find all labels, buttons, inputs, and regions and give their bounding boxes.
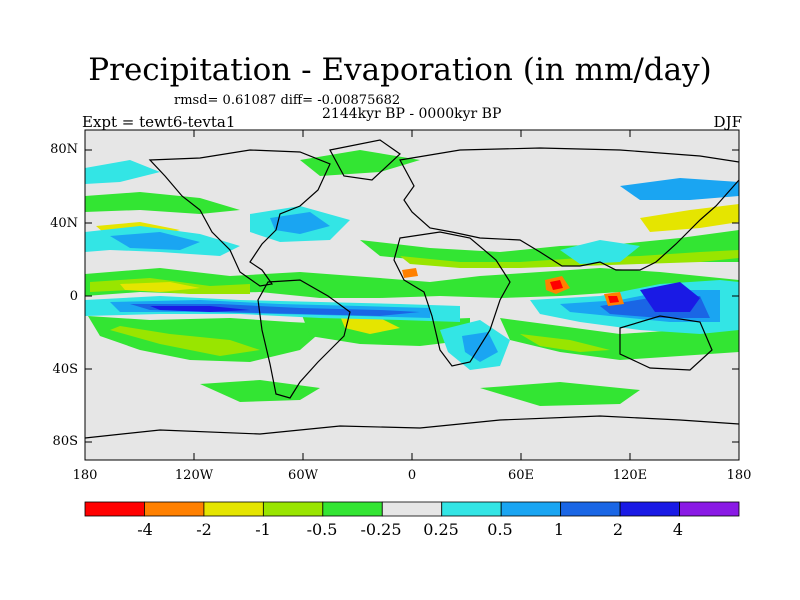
- field-region: [640, 282, 700, 312]
- colorbar-box: [500, 501, 562, 517]
- field-region: [200, 380, 320, 402]
- colorbar-label: 0.25: [423, 520, 459, 539]
- colorbar-label: 4: [672, 520, 684, 539]
- colorbar-label: -1: [255, 520, 271, 539]
- field-region: [270, 212, 330, 234]
- axis-ticks: [84, 130, 740, 460]
- coastline-south-america: [257, 279, 351, 399]
- colorbar-box: [560, 501, 621, 517]
- coastline-greenland: [329, 139, 401, 181]
- lon-tick-label: 0: [407, 468, 417, 483]
- lon-tick-label: 120W: [174, 468, 214, 483]
- colorbar-box: [84, 501, 145, 517]
- field-region: [85, 192, 240, 214]
- rmsd-diff-stats: rmsd= 0.61087 diff= -0.00875682: [174, 93, 401, 108]
- lat-tick-label: 0: [69, 289, 78, 304]
- lon-tick-label: 180: [726, 468, 752, 483]
- coastline-north-america: [148, 149, 331, 287]
- colorbar-box: [619, 501, 680, 517]
- lon-tick-label: 60E: [507, 468, 535, 483]
- field-region: [550, 280, 563, 290]
- field-shading: [85, 130, 739, 460]
- colorbar-label: -0.25: [360, 520, 402, 539]
- chart-title: Precipitation - Evaporation (in mm/day): [88, 52, 712, 88]
- experiment-label: Expt = tewt6-tevta1: [82, 113, 236, 131]
- field-region: [300, 150, 420, 176]
- colorbar-label: 0.5: [487, 520, 513, 539]
- field-region: [520, 334, 610, 352]
- coastline-africa: [393, 231, 511, 367]
- colorbar-box: [322, 501, 383, 517]
- colorbar-label: 2: [612, 520, 624, 539]
- colorbar-label: 1: [553, 520, 565, 539]
- field-region: [608, 296, 619, 303]
- colorbar-box: [679, 501, 740, 517]
- lat-tick-label: 40S: [52, 362, 78, 377]
- coastline-australia: [619, 315, 713, 371]
- field-region: [340, 316, 400, 334]
- field-region: [480, 382, 640, 406]
- lat-tick-label: 80S: [52, 434, 78, 449]
- colorbar-box: [441, 501, 502, 517]
- field-region: [85, 160, 160, 184]
- colorbar-label: -0.5: [306, 520, 338, 539]
- field-region: [620, 178, 739, 200]
- coastlines: [85, 139, 739, 439]
- colorbar-box: [203, 501, 264, 517]
- colorbar: [84, 501, 740, 517]
- colorbar-box: [381, 501, 443, 517]
- lon-tick-label: 60W: [288, 468, 318, 483]
- colorbar-box: [144, 501, 205, 517]
- coastline-eurasia: [399, 147, 739, 271]
- field-region: [110, 326, 260, 356]
- field-region: [120, 282, 200, 292]
- period-label: 2144kyr BP - 0000kyr BP: [322, 106, 502, 122]
- lon-tick-label: 120E: [612, 468, 648, 483]
- lat-tick-label: 80N: [50, 142, 78, 157]
- field-region: [150, 306, 250, 312]
- coastline-antarctica: [85, 415, 739, 439]
- lat-tick-label: 40N: [50, 216, 78, 231]
- field-region: [402, 268, 418, 278]
- lon-tick-label: 180: [72, 468, 98, 483]
- field-region: [560, 240, 640, 264]
- colorbar-label: -2: [196, 520, 212, 539]
- season-label: DJF: [713, 113, 742, 131]
- field-region: [640, 204, 739, 232]
- colorbar-box: [262, 501, 324, 517]
- colorbar-label: -4: [137, 520, 153, 539]
- field-region: [110, 232, 200, 250]
